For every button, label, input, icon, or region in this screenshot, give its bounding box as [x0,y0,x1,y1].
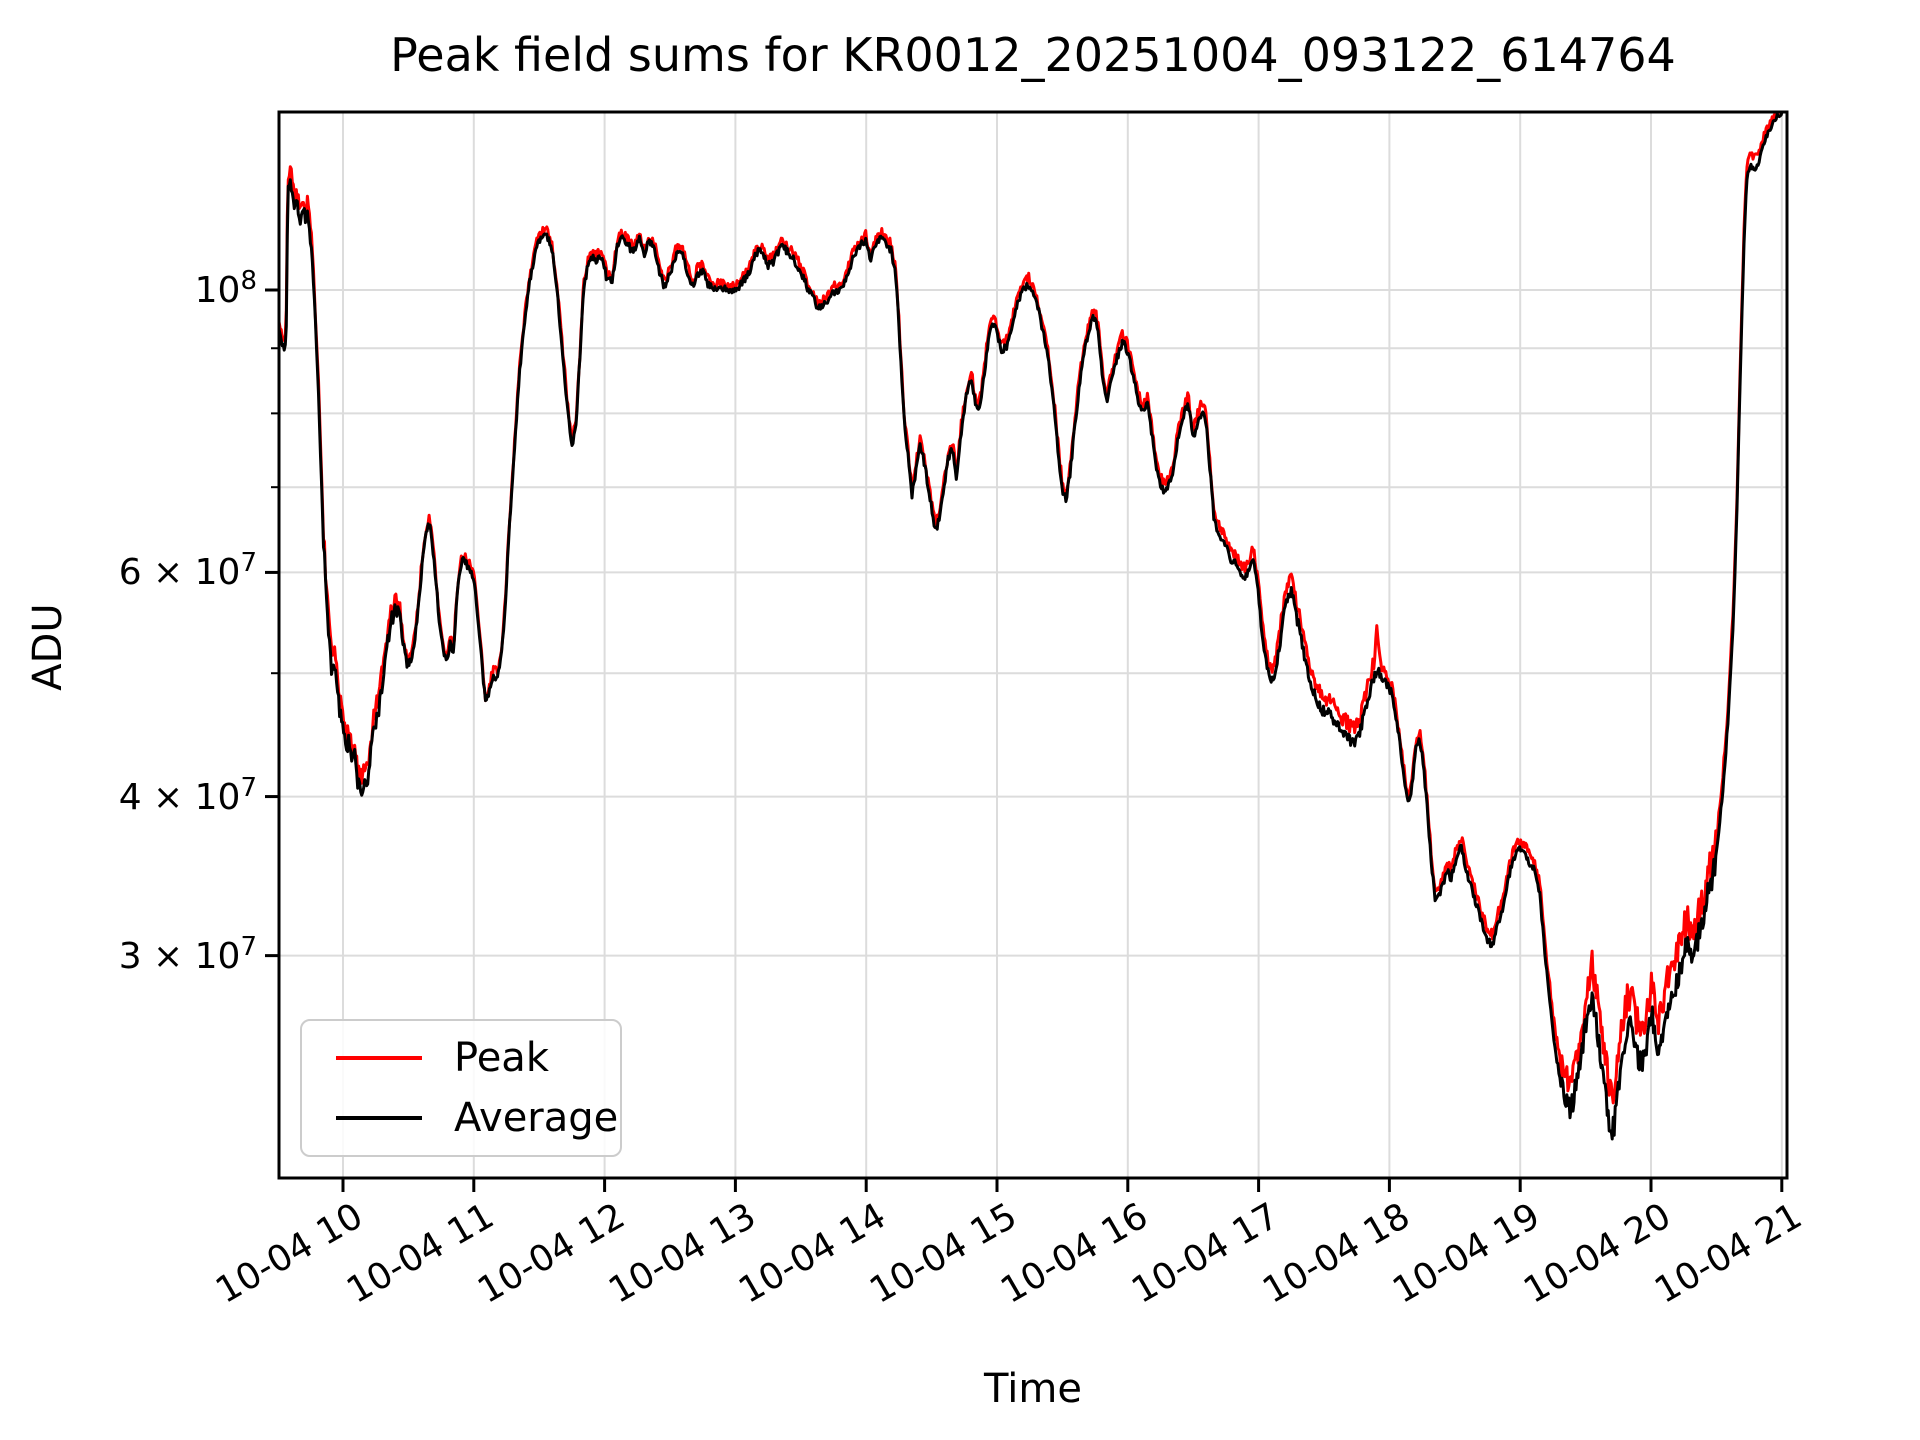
y-tick-label: 6 × 107 [118,548,257,594]
y-tick-label: 108 [194,266,257,311]
legend-label-average: Average [454,1095,619,1141]
y-axis-label: ADU [25,603,71,691]
legend-item-peak: Peak [302,1035,620,1081]
peak-series-line [279,112,1780,1105]
legend-label-peak: Peak [454,1035,549,1081]
peak-line-swatch [336,1056,422,1060]
series-group [279,112,1784,1141]
x-axis-label: Time [984,1366,1082,1412]
chart-title: Peak field sums for KR0012_20251004_0931… [390,28,1676,82]
y-tick-label: 4 × 107 [118,772,257,818]
axes-spines [265,110,1789,1192]
y-tick-label: 3 × 107 [118,931,257,977]
legend-item-average: Average [302,1095,620,1141]
legend: Peak Average [300,1019,622,1157]
average-line-swatch [336,1116,422,1120]
average-series-line [279,112,1784,1141]
